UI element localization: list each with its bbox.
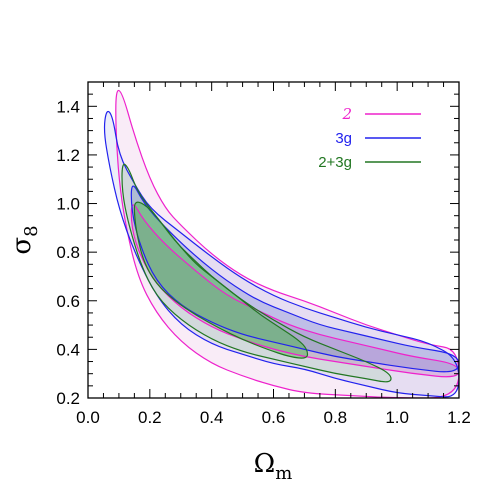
contour-inner-fill-3g (131, 186, 459, 372)
y-tick-label: 1.0 (56, 195, 80, 214)
x-tick-label: 0.6 (262, 408, 286, 427)
y-tick-label: 0.4 (56, 340, 80, 359)
y-tick-label: 1.2 (56, 146, 80, 165)
legend-label-2-3g: 2+3g (318, 154, 352, 171)
y-axis-label: σ8 (7, 225, 42, 254)
contour-layer (103, 89, 459, 398)
legend-label-2: 2 (341, 105, 352, 123)
x-tick-label: 0.4 (200, 408, 224, 427)
x-tick-label: 0.2 (138, 408, 162, 427)
axis-ticks: 0.0 0.2 0.4 0.6 0.8 1.0 1.20.20.40.60.81.01.21… (56, 82, 471, 427)
y-axis-label-sub: 8 (21, 225, 42, 236)
contour-outer-fill-3g (104, 111, 459, 397)
contour-inner-line-3g (130, 185, 459, 373)
x-axis-label-sub: m (275, 463, 292, 484)
y-tick-label: 1.4 (56, 97, 80, 116)
legend-label-3g: 3g (335, 130, 352, 147)
x-tick-label: 0.8 (324, 408, 348, 427)
y-tick-label: 0.2 (56, 389, 80, 408)
legend: 2 3g 2+3g (318, 105, 421, 171)
x-tick-label: 1.0 (385, 408, 409, 427)
contour-outer-line-3g (103, 110, 459, 398)
y-axis-label-main: σ (7, 237, 37, 255)
contour-inner-line-2 (130, 204, 459, 378)
contour-outer-line-2 (115, 89, 459, 398)
x-tick-label: 0.0 (76, 408, 100, 427)
contour-inner-fill-2-3g (134, 202, 308, 359)
contour-inner-fill-2 (131, 205, 459, 377)
x-tick-label: 1.2 (447, 408, 471, 427)
contour-inner-line-2-3g (133, 201, 309, 359)
x-axis-label-main: Ω (254, 449, 276, 479)
y-tick-label: 0.6 (56, 292, 80, 311)
x-axis-label: Ωm (254, 449, 293, 484)
y-tick-label: 0.8 (56, 243, 80, 262)
